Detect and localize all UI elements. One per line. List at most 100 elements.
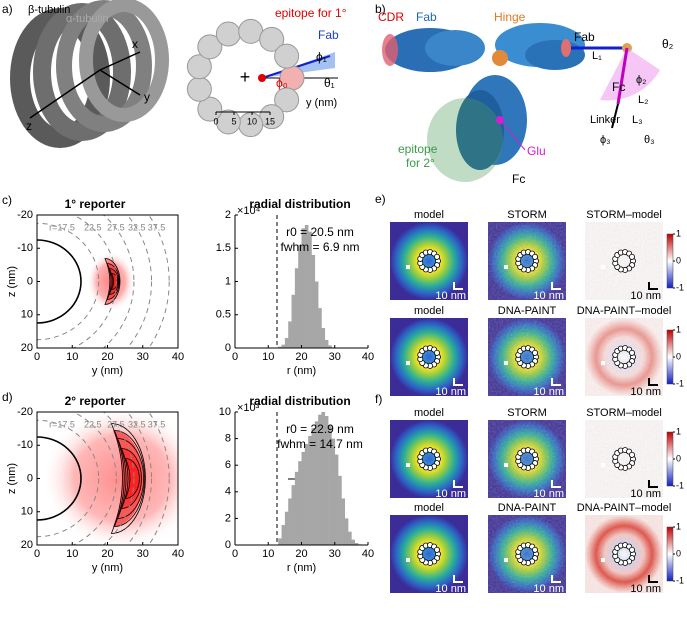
density-halo [42, 412, 178, 545]
hist-bar [328, 345, 332, 348]
x-tick-label: 10 [66, 548, 78, 560]
image [488, 222, 566, 300]
ring-subunit [628, 349, 635, 356]
colorbar [666, 526, 674, 582]
y-tick-label: 20 [21, 342, 33, 354]
hist-bar [338, 475, 342, 545]
scale-bar [648, 378, 658, 386]
x-tick-label: 10 [262, 548, 274, 560]
x-tick-label: 0 [232, 351, 238, 363]
hist-bar [308, 435, 312, 545]
schematic-theta2-label: θ₂ [662, 37, 674, 51]
hist-bar [321, 412, 326, 545]
hinge-label: Hinge [494, 10, 526, 24]
density-map [37, 412, 178, 545]
image [585, 515, 663, 593]
radius-label: 32.5 [128, 420, 146, 430]
scale-bar [648, 575, 658, 583]
hist-bar [284, 338, 289, 348]
radius-circle [148, 412, 170, 545]
epitope-label: epitope for 1° [275, 6, 347, 20]
hist-bar [348, 531, 352, 545]
colorbar-tick-label: 1 [676, 426, 681, 436]
hist-bar [294, 471, 299, 545]
center-cross: + [240, 67, 251, 87]
hist-bar [281, 525, 286, 545]
radius-circle [148, 215, 170, 348]
scale-bar [648, 480, 658, 488]
hist-bar [294, 268, 299, 348]
colorbar-tick-label: -1 [676, 575, 684, 585]
hist-bar [318, 414, 322, 545]
ring-subunit [531, 349, 538, 356]
schematic-fc-label: Fc [612, 80, 625, 94]
y-tick-label: 0 [225, 342, 231, 354]
marker [601, 558, 605, 562]
epitope-label: epitope [398, 142, 438, 156]
image-title: model [414, 407, 444, 419]
colorbar-tick-label: -1 [676, 282, 684, 292]
scale-bar [453, 575, 463, 583]
y-tick-label: 0 [225, 539, 231, 551]
schematic-phi2-label: ϕ₂ [636, 74, 646, 86]
map-title: 2° reporter [65, 394, 126, 408]
scale-tick-label: 5 [231, 116, 236, 126]
colorbar [666, 233, 674, 289]
radius-label: r=17.5 [49, 223, 75, 233]
scale-bar [648, 282, 658, 290]
fab-label: Fab [416, 10, 437, 24]
phi0-label: ϕ₀ [276, 76, 288, 90]
ring-subunit [433, 451, 440, 458]
x-tick-label: 40 [172, 548, 184, 560]
image [390, 420, 468, 498]
colorbar-tick-label: 0 [676, 255, 681, 265]
y-tick-label: 20 [21, 539, 33, 551]
y-tick-label: 0 [27, 275, 33, 287]
hist-bar [344, 518, 349, 545]
marker [504, 361, 508, 365]
marker [601, 265, 605, 269]
x-tick-label: 10 [262, 351, 274, 363]
y-tick-label: 10 [21, 309, 33, 321]
y-axis-label: z (nm) [6, 463, 18, 494]
schematic-theta3-label: θ₃ [644, 134, 655, 146]
hist-bar [301, 451, 306, 545]
tubulin-subunit [274, 43, 300, 69]
hist-bar [318, 308, 322, 348]
y-tick-label: -10 [17, 242, 33, 254]
colorbar-tick-label: 1 [676, 228, 681, 238]
image-title: DNA-PAINT–model [577, 305, 672, 317]
y-tick-label: -20 [17, 209, 33, 221]
scale-label: 10 nm [533, 290, 564, 302]
schematic-linker-label: Linker [590, 114, 620, 126]
schematic-fab-label: Fab [574, 30, 595, 44]
x-tick-label: 30 [137, 548, 149, 560]
radius-label: 37.5 [148, 223, 166, 233]
microtubule-cross-section: + [186, 18, 338, 138]
hist-bar [331, 438, 336, 545]
ring-subunit [531, 451, 538, 458]
hist-bar [314, 421, 319, 545]
hist-bar [304, 224, 309, 348]
hist-bar [324, 340, 329, 348]
x-axis-label: r (nm) [287, 562, 316, 574]
antibody-render [382, 23, 660, 182]
radius-label: 27.5 [107, 420, 125, 430]
scale-bar [551, 378, 561, 386]
panel-label: b) [375, 2, 386, 16]
image-title: STORM–model [586, 209, 662, 221]
scale-tick-label: 10 [247, 116, 257, 126]
y-tick-label: 10 [21, 506, 33, 518]
hist-bar [291, 294, 296, 348]
epitope-dot [258, 74, 266, 82]
hist-bar [301, 228, 306, 348]
image [488, 515, 566, 593]
radius-circle [102, 215, 135, 348]
radius-label: 22.5 [84, 420, 102, 430]
scale-axis-label: y (nm) [306, 97, 337, 109]
hist-bar [298, 244, 302, 348]
radius-label: 32.5 [128, 223, 146, 233]
image-title: STORM–model [586, 407, 662, 419]
axis-y-label: y [144, 90, 150, 104]
